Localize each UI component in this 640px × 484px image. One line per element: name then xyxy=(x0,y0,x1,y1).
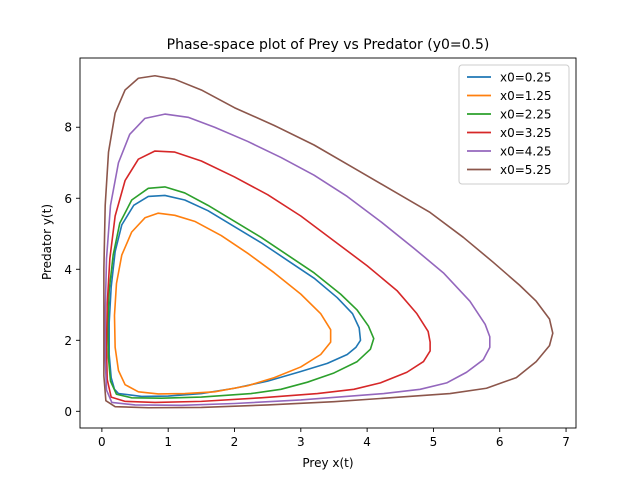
x-tick-label: 2 xyxy=(231,435,239,449)
legend-label-2: x0=2.25 xyxy=(500,108,552,122)
series-line-1 xyxy=(113,212,332,395)
plot-frame xyxy=(79,57,577,429)
axes-layer: 0 1 2 3 4 5 6 7 0 2 4 6 8 xyxy=(64,57,577,449)
series-line-3 xyxy=(105,150,431,404)
series-line-5 xyxy=(103,74,554,409)
y-tick-label: 4 xyxy=(64,263,72,277)
legend-label-4: x0=4.25 xyxy=(500,145,552,159)
x-tick-label: 0 xyxy=(98,435,106,449)
chart-title: Phase-space plot of Prey vs Predator (y0… xyxy=(167,37,490,53)
legend-label-0: x0=0.25 xyxy=(500,71,552,85)
series-layer xyxy=(103,74,554,409)
y-tick-label: 6 xyxy=(64,192,72,206)
x-tick-label: 1 xyxy=(164,435,172,449)
y-axis-label: Predator y(t) xyxy=(40,204,54,280)
series-line-4 xyxy=(104,113,491,407)
x-tick-label: 5 xyxy=(430,435,438,449)
legend-label-5: x0=5.25 xyxy=(500,163,552,177)
x-axis-label: Prey x(t) xyxy=(302,456,353,470)
series-line-0 xyxy=(108,194,362,398)
legend-label-3: x0=3.25 xyxy=(500,126,552,140)
legend: x0=0.25 x0=1.25 x0=2.25 x0=3.25 x0=4.25 x0=5.… xyxy=(458,64,570,185)
legend-label-1: x0=1.25 xyxy=(500,89,552,103)
x-tick-label: 3 xyxy=(297,435,305,449)
y-tick-label: 0 xyxy=(64,405,72,419)
x-tick-label: 6 xyxy=(496,435,504,449)
y-tick-label: 8 xyxy=(64,121,72,135)
series-line-2 xyxy=(107,186,375,399)
y-tick-label: 2 xyxy=(64,334,72,348)
x-tick-label: 7 xyxy=(562,435,570,449)
x-tick-label: 4 xyxy=(363,435,371,449)
